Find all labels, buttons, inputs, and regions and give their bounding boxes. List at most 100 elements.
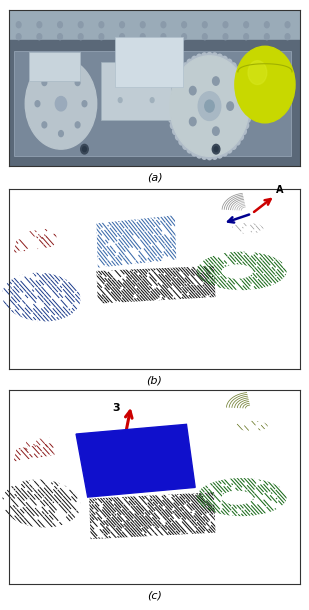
Circle shape <box>59 131 63 137</box>
Circle shape <box>217 54 222 61</box>
Circle shape <box>25 58 97 149</box>
Circle shape <box>243 84 249 90</box>
Circle shape <box>120 22 125 27</box>
FancyBboxPatch shape <box>14 51 291 156</box>
Circle shape <box>170 84 176 90</box>
Circle shape <box>187 146 193 153</box>
Circle shape <box>187 59 193 66</box>
Circle shape <box>189 117 196 126</box>
Circle shape <box>222 149 227 156</box>
Circle shape <box>223 22 228 27</box>
Circle shape <box>202 22 207 27</box>
Circle shape <box>99 34 104 40</box>
Circle shape <box>55 96 67 111</box>
Circle shape <box>170 122 176 129</box>
Circle shape <box>207 153 212 160</box>
Circle shape <box>37 34 42 40</box>
Circle shape <box>182 34 186 40</box>
Circle shape <box>118 80 122 85</box>
Circle shape <box>168 109 173 116</box>
Circle shape <box>246 109 251 116</box>
Circle shape <box>182 22 186 27</box>
Circle shape <box>265 22 269 27</box>
FancyBboxPatch shape <box>116 37 183 87</box>
Circle shape <box>246 96 251 103</box>
Circle shape <box>82 101 87 107</box>
Circle shape <box>214 147 218 151</box>
Circle shape <box>223 34 228 40</box>
Circle shape <box>231 143 236 149</box>
Circle shape <box>176 72 181 79</box>
Circle shape <box>120 34 125 40</box>
Circle shape <box>227 102 234 110</box>
Circle shape <box>173 128 178 135</box>
Circle shape <box>202 152 207 159</box>
Circle shape <box>140 22 145 27</box>
Circle shape <box>213 77 219 85</box>
Circle shape <box>192 149 197 156</box>
Circle shape <box>202 34 207 40</box>
Circle shape <box>170 56 249 156</box>
Circle shape <box>35 101 40 107</box>
Circle shape <box>285 34 290 40</box>
Circle shape <box>75 122 80 128</box>
Circle shape <box>248 60 267 85</box>
Circle shape <box>241 77 246 84</box>
Circle shape <box>150 98 154 102</box>
Circle shape <box>140 34 145 40</box>
Circle shape <box>179 67 184 74</box>
Circle shape <box>37 22 42 27</box>
Circle shape <box>78 34 83 40</box>
Circle shape <box>167 102 173 109</box>
Circle shape <box>183 63 188 70</box>
Circle shape <box>246 102 252 109</box>
Circle shape <box>205 100 214 112</box>
Text: (c): (c) <box>147 590 162 600</box>
Circle shape <box>176 134 181 140</box>
FancyBboxPatch shape <box>101 62 171 120</box>
Circle shape <box>244 22 248 27</box>
Circle shape <box>161 34 166 40</box>
Circle shape <box>235 46 295 123</box>
Circle shape <box>238 134 243 140</box>
Circle shape <box>192 56 197 63</box>
Circle shape <box>241 128 246 135</box>
Circle shape <box>285 22 290 27</box>
Circle shape <box>75 79 80 85</box>
Circle shape <box>81 145 88 154</box>
Circle shape <box>207 52 212 59</box>
Circle shape <box>245 116 250 123</box>
Circle shape <box>231 63 236 70</box>
Circle shape <box>42 122 47 128</box>
Circle shape <box>179 138 184 145</box>
Circle shape <box>58 22 62 27</box>
Circle shape <box>198 92 221 120</box>
Circle shape <box>197 151 202 158</box>
Circle shape <box>265 34 269 40</box>
Circle shape <box>150 80 154 85</box>
Circle shape <box>16 34 21 40</box>
FancyBboxPatch shape <box>29 52 80 81</box>
Polygon shape <box>222 491 252 504</box>
Circle shape <box>238 72 243 79</box>
Circle shape <box>243 122 249 129</box>
Circle shape <box>235 67 240 74</box>
Circle shape <box>58 34 62 40</box>
Circle shape <box>169 116 174 123</box>
Circle shape <box>189 87 196 95</box>
Circle shape <box>118 98 122 102</box>
Circle shape <box>59 71 63 77</box>
Circle shape <box>168 96 173 103</box>
Circle shape <box>169 90 174 96</box>
Circle shape <box>212 145 220 154</box>
Circle shape <box>78 22 83 27</box>
Circle shape <box>222 56 227 63</box>
Circle shape <box>212 152 217 159</box>
Circle shape <box>42 79 47 85</box>
Circle shape <box>197 54 202 61</box>
Circle shape <box>212 53 217 60</box>
Circle shape <box>161 22 166 27</box>
Circle shape <box>83 147 86 151</box>
Circle shape <box>213 127 219 135</box>
Circle shape <box>183 143 188 149</box>
